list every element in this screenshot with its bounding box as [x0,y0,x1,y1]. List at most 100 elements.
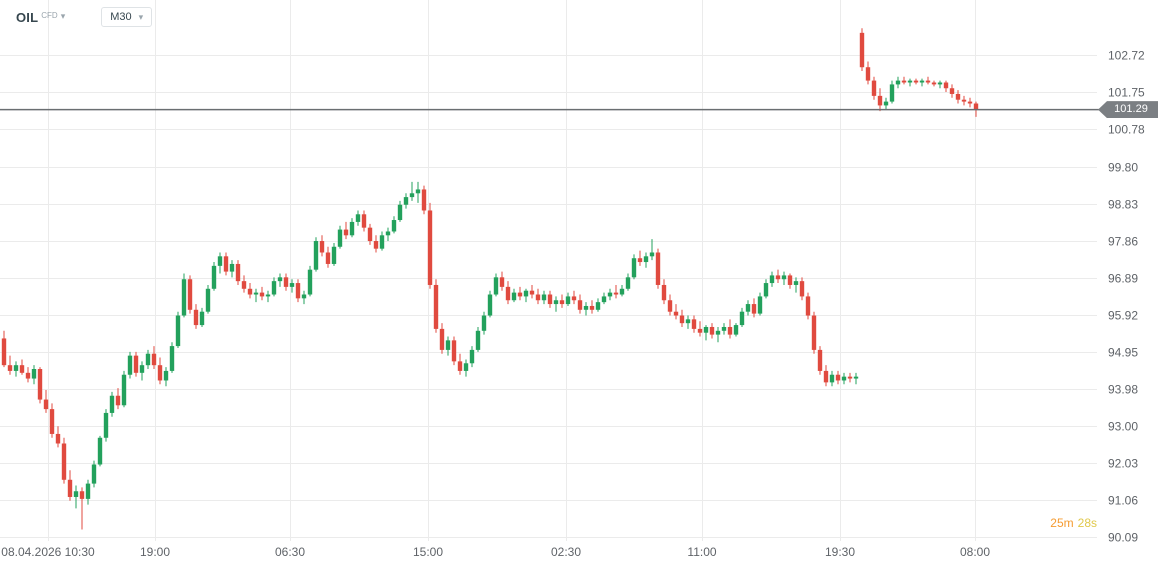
candle [877,95,883,106]
candle [595,302,601,310]
candle [175,315,181,347]
candle [817,349,823,371]
candle [973,103,979,110]
candle [253,292,259,295]
price-tick-label: 90.09 [1108,531,1138,545]
candle [91,464,97,484]
candle [841,376,847,381]
candle [571,296,577,301]
current-price-badge: 101.29 [1098,101,1158,119]
time-tick-label: 19:00 [140,545,170,559]
candle [565,296,571,305]
candle [1,338,7,366]
candle [763,283,769,297]
symbol-label: OIL [16,9,39,25]
candle [871,80,877,96]
price-tick-label: 91.06 [1108,494,1138,508]
candle [667,300,673,312]
candle [247,288,253,295]
candle [319,241,325,253]
candle [799,281,805,297]
candle [535,294,541,301]
candle [427,210,433,285]
axis-labels: 102.72 101.75 100.78 99.80 98.83 97.86 96.89 95… [1,49,1145,560]
candle [631,258,637,278]
time-tick-label: 11:00 [687,545,716,559]
candle [925,80,931,83]
candle [859,32,865,68]
candle [397,204,403,221]
candle [889,84,895,102]
candle [49,409,55,434]
candle [607,292,613,297]
candle [385,231,391,236]
candle [193,309,199,326]
candle [733,325,739,335]
current-price-label: 101.29 [1114,103,1148,116]
candle [331,246,337,264]
price-tick-label: 101.75 [1108,86,1145,100]
candle [241,281,247,289]
candle [139,365,145,373]
candle [265,294,271,297]
candle [103,412,109,438]
price-tick-label: 102.72 [1108,49,1145,63]
candle [475,330,481,350]
candle [361,214,367,228]
candle [439,328,445,350]
chevron-down-icon: ▾ [60,10,66,21]
candle [625,277,631,289]
candle [721,326,727,331]
candle [277,277,283,282]
candle [499,277,505,287]
price-tick-label: 94.95 [1108,346,1138,360]
candle [271,281,277,295]
candle [481,315,487,331]
candle [391,220,397,232]
candle [289,283,295,287]
price-tick-label: 99.80 [1108,161,1138,175]
candle [337,229,343,247]
candle [379,235,385,249]
candle [547,294,553,305]
candle [907,80,913,83]
candle [583,305,589,310]
candle [115,395,121,406]
candle [649,252,655,257]
candle [307,269,313,295]
timeframe-selector[interactable]: M30 ▾ [101,7,153,27]
candle [823,370,829,383]
candle [469,349,475,364]
candle [559,300,565,305]
instrument-selector[interactable]: OIL CFD ▾ [16,10,65,25]
candle [517,292,523,297]
price-tick-label: 97.86 [1108,235,1138,249]
time-tick-label: 08:00 [960,545,990,559]
candle [97,437,103,465]
candle [463,363,469,371]
price-tick-label: 98.83 [1108,198,1138,212]
candle [715,330,721,335]
candle [829,374,835,383]
candle [769,275,775,284]
candle [235,263,241,282]
candle [847,376,853,379]
candle [313,241,319,270]
candle [151,353,157,366]
candle [199,311,205,326]
candle [589,305,595,310]
candle [121,374,127,406]
candle [751,304,757,314]
candle [805,296,811,316]
candle [955,93,961,100]
price-tick-label: 95.92 [1108,309,1138,323]
price-tick-label: 92.03 [1108,457,1138,471]
candle [727,326,733,335]
candle [757,296,763,314]
candle [295,283,301,299]
price-tick-label: 93.00 [1108,420,1138,434]
candle [487,294,493,316]
candle [523,290,529,297]
